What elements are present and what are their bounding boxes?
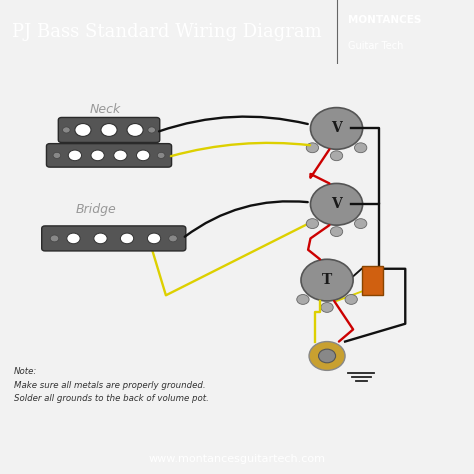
Circle shape xyxy=(310,108,363,149)
Circle shape xyxy=(114,150,127,161)
Circle shape xyxy=(321,302,333,312)
Circle shape xyxy=(157,152,165,158)
Circle shape xyxy=(91,150,104,161)
Circle shape xyxy=(355,143,367,153)
Text: Guitar Tech: Guitar Tech xyxy=(348,41,404,51)
Circle shape xyxy=(120,233,134,244)
Bar xyxy=(362,266,383,294)
Circle shape xyxy=(330,227,343,237)
Text: MONTANCES: MONTANCES xyxy=(348,16,422,26)
FancyBboxPatch shape xyxy=(42,226,186,251)
Text: V: V xyxy=(331,197,342,211)
Circle shape xyxy=(53,152,61,158)
Circle shape xyxy=(137,150,150,161)
Circle shape xyxy=(147,233,161,244)
Text: Note:
Make sure all metals are properly grounded.
Solder all grounds to the back: Note: Make sure all metals are properly … xyxy=(14,367,209,403)
Circle shape xyxy=(355,219,367,228)
Circle shape xyxy=(306,219,319,228)
Text: T: T xyxy=(322,273,332,287)
Text: Bridge: Bridge xyxy=(76,203,117,217)
FancyBboxPatch shape xyxy=(46,144,172,167)
Circle shape xyxy=(127,124,143,137)
Circle shape xyxy=(330,151,343,161)
Circle shape xyxy=(169,235,177,242)
Text: V: V xyxy=(331,121,342,136)
FancyBboxPatch shape xyxy=(58,118,160,143)
Circle shape xyxy=(63,127,70,133)
Circle shape xyxy=(148,127,155,133)
Circle shape xyxy=(94,233,107,244)
Circle shape xyxy=(301,259,353,301)
Circle shape xyxy=(68,150,82,161)
Circle shape xyxy=(306,143,319,153)
Circle shape xyxy=(310,183,363,225)
Circle shape xyxy=(75,124,91,137)
Circle shape xyxy=(309,342,345,370)
Circle shape xyxy=(67,233,80,244)
Circle shape xyxy=(50,235,59,242)
Text: www.montancesguitartech.com: www.montancesguitartech.com xyxy=(148,454,326,464)
Circle shape xyxy=(345,294,357,304)
Circle shape xyxy=(319,349,336,363)
Circle shape xyxy=(101,124,117,137)
Circle shape xyxy=(297,294,309,304)
Text: Neck: Neck xyxy=(90,103,121,116)
Text: PJ Bass Standard Wiring Diagram: PJ Bass Standard Wiring Diagram xyxy=(12,23,321,41)
